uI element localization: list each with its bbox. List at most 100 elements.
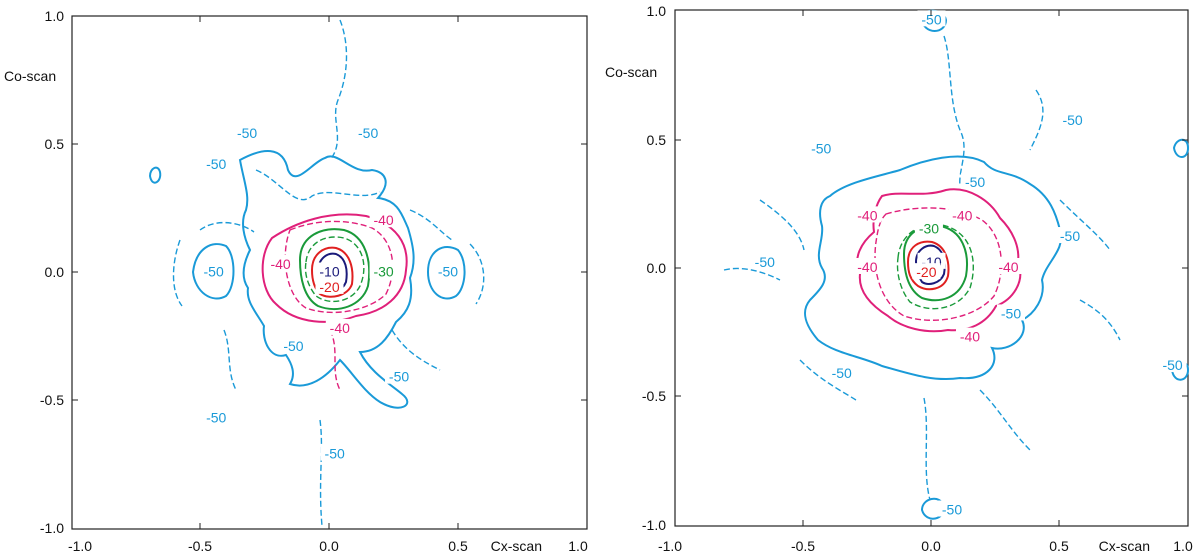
y-tick-label: 0.0 — [45, 264, 65, 280]
x-axis-label: Cx-scan — [491, 538, 542, 554]
contour-label: -50 — [1062, 112, 1082, 128]
x-tick-label: 0.0 — [921, 538, 941, 554]
contour-label-background — [853, 206, 882, 223]
contour-label: -50 — [965, 174, 985, 190]
contour-label-background — [315, 277, 344, 294]
y-tick-label: 1.0 — [45, 8, 65, 24]
contour-label: -40 — [857, 259, 877, 275]
contour-label-background — [202, 408, 231, 425]
contour-label-background — [320, 444, 349, 461]
contour-label-background — [369, 211, 398, 228]
contour-label: -50 — [811, 140, 831, 156]
contour-label: -20 — [319, 279, 339, 295]
contour-line-30-dashed — [304, 236, 365, 303]
contour-line-50-solid — [1172, 138, 1190, 158]
panel-right: -10-20-30-40 -40-40 -40-40-50-50-50-50-50-… — [605, 3, 1193, 554]
contours-right — [723, 9, 1190, 520]
y-tick-label: 1.0 — [647, 3, 667, 19]
contour-label: -50 — [942, 502, 962, 518]
contour-label-background — [912, 263, 941, 280]
contour-label: -30 — [373, 264, 393, 280]
y-tick-label: 0.5 — [647, 132, 667, 148]
contour-line-40-solid — [856, 188, 1022, 333]
contour-label: -40 — [857, 207, 877, 223]
x-axis-label: Cx-scan — [1099, 538, 1150, 554]
contour-label-background — [997, 304, 1026, 321]
y-tick-label: -1.0 — [40, 520, 64, 536]
contour-label: -50 — [206, 410, 226, 426]
contour-line-50-solid — [426, 245, 466, 300]
contour-labels-right: -10-20-30-40 -40-40 -40-40-50-50-50-50-50-… — [750, 10, 1187, 518]
contour-label: -50 — [204, 264, 224, 280]
contour-label: -50 — [237, 125, 257, 141]
contour-label-background — [369, 262, 398, 279]
contours-left-inner — [261, 213, 408, 391]
contour-line-50-solid — [191, 243, 235, 300]
contour-label-background — [1058, 110, 1087, 127]
contour-label: -50 — [921, 11, 941, 27]
contour-label: -50 — [1001, 305, 1021, 321]
contour-line-50-solid — [803, 155, 1063, 381]
contour-label: -40 — [998, 259, 1018, 275]
contour-label: -50 — [325, 446, 345, 462]
contour-label-background — [233, 123, 262, 140]
contour-line-20-solid — [906, 240, 950, 291]
contour-line-30-solid — [298, 228, 371, 311]
contour-line-50-solid — [148, 166, 162, 184]
contour-label: -20 — [916, 264, 936, 280]
x-tick-label: -0.5 — [791, 538, 815, 554]
contour-line-50-dashed — [723, 35, 1121, 501]
panel-left: -10-20-30-40-40-40-50-50 -50-50 -50-50-50-… — [4, 8, 588, 554]
y-tick-label: 0.5 — [45, 136, 65, 152]
contour-label-background — [433, 262, 462, 279]
x-tick-label: -1.0 — [68, 538, 92, 554]
contour-label-background — [938, 500, 967, 517]
contour-label-background — [315, 262, 344, 279]
x-tick-label: 0.5 — [448, 538, 468, 554]
contour-label-background — [354, 123, 383, 140]
x-tick-label: 1.0 — [568, 538, 588, 554]
contour-line-50-dashed — [172, 19, 485, 527]
contour-label: -50 — [832, 365, 852, 381]
contour-line-40-dashed — [284, 220, 394, 391]
contour-label-background — [1056, 227, 1085, 244]
contour-label: -50 — [1162, 357, 1182, 373]
contour-label: -50 — [1060, 228, 1080, 244]
contour-label: -40 — [330, 320, 350, 336]
contour-label: -10 — [319, 264, 339, 280]
contour-label: -50 — [206, 156, 226, 172]
x-tick-label: -0.5 — [188, 538, 212, 554]
contour-labels-left: -10-20-30-40-40-40-50-50 -50-50 -50-50-50-… — [199, 123, 462, 462]
contour-label-background — [807, 139, 836, 156]
y-axis-label: Co-scan — [605, 64, 657, 80]
contour-line-40-dashed — [874, 207, 1002, 321]
contour-label-background — [199, 262, 228, 279]
y-tick-label: -0.5 — [40, 392, 64, 408]
x-tick-label: -1.0 — [658, 538, 682, 554]
contour-label-background — [948, 206, 977, 223]
contour-label: -40 — [952, 207, 972, 223]
contour-label-background — [955, 327, 984, 344]
x-tick-label: 0.5 — [1049, 538, 1069, 554]
contours-left — [148, 19, 485, 527]
contour-line-40-solid — [261, 213, 408, 323]
contour-label: -50 — [438, 264, 458, 280]
contour-label-background — [266, 254, 295, 271]
contour-label-background — [325, 318, 354, 335]
contour-label-background — [202, 154, 231, 171]
contour-label-background — [827, 363, 856, 380]
contour-label-background — [1158, 356, 1187, 373]
contour-label: -40 — [270, 256, 290, 272]
contour-label: -30 — [919, 220, 939, 236]
x-tick-label: 0.0 — [319, 538, 339, 554]
contour-label: -50 — [283, 338, 303, 354]
contour-label-background — [994, 258, 1023, 274]
ticks-left — [72, 15, 587, 529]
contour-line-50-solid — [238, 150, 415, 409]
y-tick-label: -0.5 — [642, 388, 666, 404]
contour-label-background — [961, 172, 990, 189]
contour-label-background — [917, 10, 946, 27]
y-axis-label: Co-scan — [4, 68, 56, 84]
y-tick-label: 0.0 — [647, 260, 667, 276]
